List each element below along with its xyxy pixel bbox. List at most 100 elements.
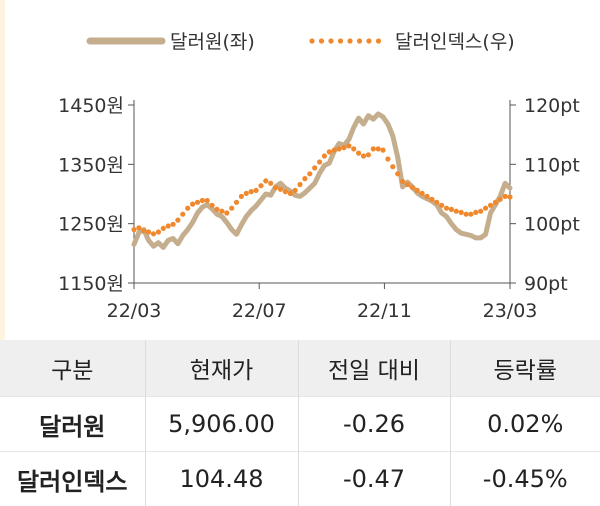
series-point-dollar-index [131, 227, 136, 232]
series-point-dollar-index [312, 165, 317, 170]
cell-change-rate: 0.02% [450, 397, 600, 452]
series-point-dollar-index [278, 187, 283, 192]
row-label-dollar-index: 달러인덱스 [0, 452, 145, 506]
legend-swatch-dot [338, 38, 343, 43]
series-point-dollar-index [439, 203, 444, 208]
series-point-dollar-index [390, 164, 395, 169]
left-tick-label: 1450원 [58, 95, 124, 117]
series-point-dollar-index [263, 178, 268, 183]
legend-swatch-dot [376, 38, 381, 43]
cell-day-change: -0.26 [298, 397, 450, 452]
series-point-dollar-index [434, 200, 439, 205]
legend-swatch-dot [347, 38, 352, 43]
right-tick-label: 120pt [524, 95, 580, 117]
series-point-dollar-index [185, 206, 190, 211]
series-point-dollar-index [337, 146, 342, 151]
cell-day-change: -0.47 [298, 452, 450, 506]
series-point-dollar-index [468, 212, 473, 217]
series-point-dollar-index [341, 145, 346, 150]
left-tick-label: 1250원 [58, 214, 124, 236]
series-point-dollar-index [258, 183, 263, 188]
cell-change-rate: -0.45% [450, 452, 600, 506]
series-point-dollar-index [488, 203, 493, 208]
series-point-dollar-index [473, 210, 478, 215]
series-point-dollar-index [307, 171, 312, 176]
series-point-dollar-index [356, 151, 361, 156]
right-tick-label: 90pt [524, 273, 568, 295]
header-change-rate: 등락률 [450, 340, 600, 397]
series-point-dollar-index [136, 225, 141, 230]
x-tick-label: 22/03 [107, 300, 162, 322]
series-point-dollar-index [371, 146, 376, 151]
legend-label-dollar-index: 달러인덱스(우) [395, 31, 515, 53]
series-point-dollar-index [395, 171, 400, 176]
right-tick-label: 110pt [524, 154, 580, 176]
series-point-dollar-index [254, 188, 259, 193]
series-point-dollar-index [156, 229, 161, 234]
series-point-dollar-index [205, 198, 210, 203]
series-point-dollar-index [200, 198, 205, 203]
series-point-dollar-index [171, 222, 176, 227]
series-point-dollar-index [229, 206, 234, 211]
series-point-dollar-index [219, 209, 224, 214]
series-point-dollar-index [210, 203, 215, 208]
series-point-dollar-index [195, 200, 200, 205]
series-point-dollar-index [400, 179, 405, 184]
header-day-change: 전일 대비 [298, 340, 450, 397]
series-point-dollar-index [376, 146, 381, 151]
series-point-dollar-index [380, 148, 385, 153]
series-point-dollar-index [161, 226, 166, 231]
series-point-dollar-index [493, 200, 498, 205]
series-point-dollar-index [420, 191, 425, 196]
header-current-price: 현재가 [145, 340, 298, 397]
series-point-dollar-index [180, 212, 185, 217]
series-point-dollar-index [366, 152, 371, 157]
series-point-dollar-index [507, 194, 512, 199]
exchange-rate-chart: 달러원(좌) 달러인덱스(우) 1450원 1350원 1250원 1150원 120pt 1… [0, 0, 600, 340]
cell-current-price: 104.48 [145, 452, 298, 506]
left-tick-label: 1150원 [58, 273, 124, 295]
series-point-dollar-index [273, 185, 278, 190]
series-point-dollar-index [268, 181, 273, 186]
legend-swatch-dot [328, 38, 333, 43]
table-header-row: 구분 현재가 전일 대비 등락률 [0, 340, 600, 397]
series-point-dollar-index [283, 189, 288, 194]
quote-table: 구분 현재가 전일 대비 등락률 달러원 5,906.00 -0.26 0.02… [0, 340, 600, 506]
series-point-dollar-index [214, 207, 219, 212]
series-point-dollar-index [322, 153, 327, 158]
series-point-dollar-index [498, 197, 503, 202]
series-point-dollar-index [234, 200, 239, 205]
series-point-dollar-index [175, 218, 180, 223]
series-point-dollar-index [327, 149, 332, 154]
series-point-dollar-index [249, 189, 254, 194]
series-point-dollar-index [332, 148, 337, 153]
x-tick-label: 23/03 [483, 300, 538, 322]
row-label-usdkrw: 달러원 [0, 397, 145, 452]
series-point-dollar-index [459, 210, 464, 215]
series-point-dollar-index [444, 206, 449, 211]
table-row: 달러원 5,906.00 -0.26 0.02% [0, 397, 600, 452]
series-point-dollar-index [288, 191, 293, 196]
left-tick-label: 1350원 [58, 154, 124, 176]
series-point-dollar-index [361, 153, 366, 158]
series-point-dollar-index [464, 212, 469, 217]
series-point-dollar-index [190, 202, 195, 207]
series-point-dollar-index [297, 182, 302, 187]
series-point-dollar-index [351, 146, 356, 151]
series-point-dollar-index [302, 176, 307, 181]
legend-swatch-dot [309, 38, 314, 43]
series-point-dollar-index [503, 194, 508, 199]
series-point-dollar-index [146, 229, 151, 234]
series-point-dollar-index [454, 209, 459, 214]
series-point-dollar-index [346, 143, 351, 148]
series-point-dollar-index [405, 182, 410, 187]
series-point-dollar-index [166, 223, 171, 228]
legend-label-usdkrw: 달러원(좌) [170, 31, 255, 53]
x-tick-label: 22/11 [357, 300, 412, 322]
series-line-usdkrw [134, 114, 510, 248]
series-point-dollar-index [224, 210, 229, 215]
series-point-dollar-index [424, 194, 429, 199]
cell-current-price: 5,906.00 [145, 397, 298, 452]
legend-swatch-dot [357, 38, 362, 43]
series-point-dollar-index [483, 206, 488, 211]
